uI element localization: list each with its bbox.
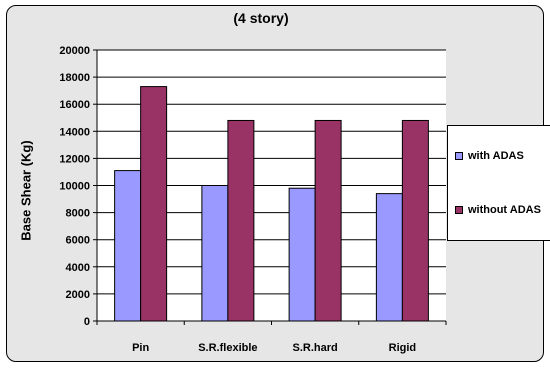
bar-with-adas <box>375 193 403 322</box>
x-tick-label: Pin <box>132 342 149 354</box>
bar-with-adas <box>114 170 142 322</box>
y-tick-label: 12000 <box>59 153 90 165</box>
y-tick-label: 14000 <box>59 126 90 138</box>
x-tick-label: S.R.hard <box>293 342 338 354</box>
bar-without-adas <box>227 119 255 322</box>
chart-title: (4 story) <box>233 10 289 26</box>
legend-swatch-without-adas <box>455 206 463 214</box>
bar-without-adas <box>314 119 342 322</box>
y-tick-label: 6000 <box>66 235 90 247</box>
legend-swatch-with-adas <box>455 152 463 160</box>
bar-with-adas <box>201 185 229 322</box>
y-tick-label: 0 <box>84 316 90 328</box>
x-tick-label: S.R.flexible <box>198 342 257 354</box>
y-tick-label: 4000 <box>66 262 90 274</box>
legend-label-with-adas: with ADAS <box>468 150 524 162</box>
y-tick-label: 8000 <box>66 208 90 220</box>
x-tick-label: Rigid <box>389 342 417 354</box>
y-tick-label: 10000 <box>59 181 90 193</box>
bar-with-adas <box>288 187 316 322</box>
bar-without-adas <box>401 119 429 322</box>
y-tick-label: 18000 <box>59 72 90 84</box>
legend-label-without-adas: without ADAS <box>468 204 541 216</box>
legend: with ADAS without ADAS <box>447 125 550 241</box>
y-tick-label: 16000 <box>59 99 90 111</box>
bar-without-adas <box>140 86 168 322</box>
y-tick-label: 20000 <box>59 45 90 57</box>
y-tick-label: 2000 <box>66 289 90 301</box>
